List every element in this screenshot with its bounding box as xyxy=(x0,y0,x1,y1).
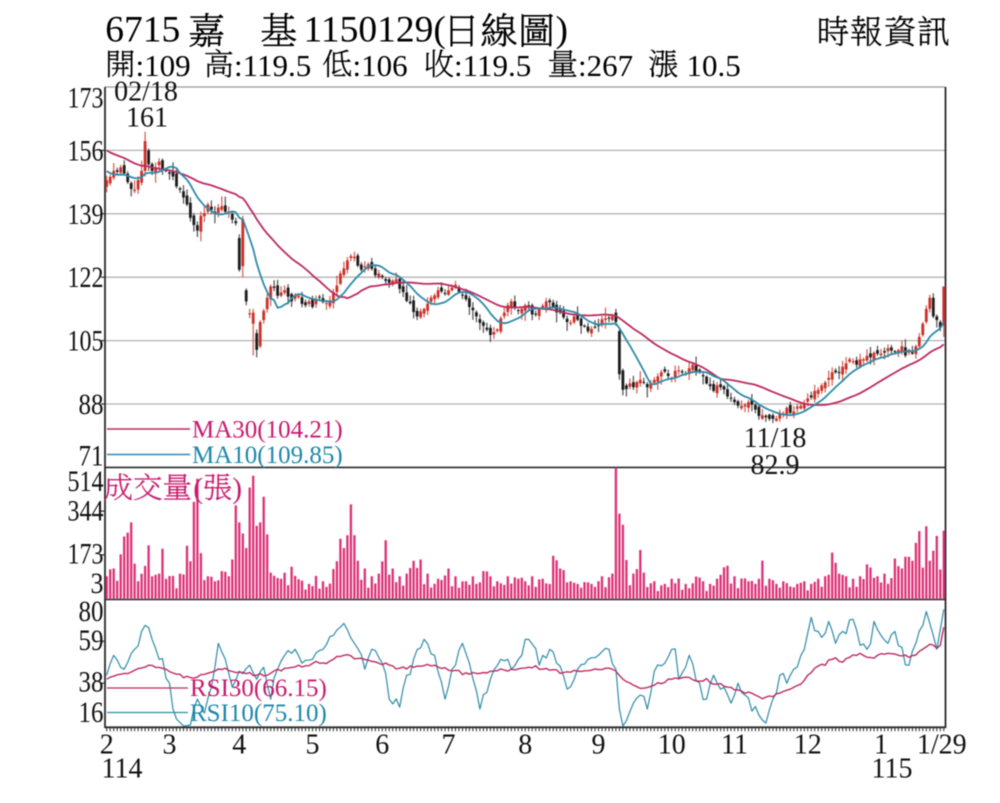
svg-text:5: 5 xyxy=(306,730,320,761)
svg-text:4: 4 xyxy=(232,730,246,761)
svg-text:105: 105 xyxy=(68,325,104,358)
svg-text:1: 1 xyxy=(874,730,888,761)
svg-text:RSI10(75.10): RSI10(75.10) xyxy=(190,700,327,727)
svg-text:59: 59 xyxy=(79,624,104,657)
svg-text:88: 88 xyxy=(79,388,104,421)
svg-text:3: 3 xyxy=(91,567,104,600)
svg-text:71: 71 xyxy=(79,440,104,473)
svg-text:10.5: 10.5 xyxy=(687,48,741,83)
svg-text:344: 344 xyxy=(68,495,104,528)
svg-text:7: 7 xyxy=(442,730,456,761)
svg-text:139: 139 xyxy=(68,198,104,231)
svg-text:MA30(104.21): MA30(104.21) xyxy=(192,417,343,444)
svg-text:RSI30(66.15): RSI30(66.15) xyxy=(190,675,327,702)
svg-text:122: 122 xyxy=(68,261,104,294)
svg-text:161: 161 xyxy=(126,103,168,134)
svg-text:02/18: 02/18 xyxy=(114,77,178,108)
svg-text::119.5: :119.5 xyxy=(454,48,531,83)
svg-text:10: 10 xyxy=(658,730,686,761)
svg-text::106: :106 xyxy=(353,48,408,83)
svg-text:173: 173 xyxy=(68,82,104,115)
svg-text:156: 156 xyxy=(68,134,104,167)
svg-text:3: 3 xyxy=(163,730,177,761)
svg-text::119.5: :119.5 xyxy=(234,48,311,83)
svg-text:8: 8 xyxy=(518,730,532,761)
svg-text:6715: 6715 xyxy=(105,10,180,51)
svg-text::109: :109 xyxy=(136,48,191,83)
svg-text:80: 80 xyxy=(79,595,104,628)
svg-text:11/18: 11/18 xyxy=(744,423,807,454)
svg-text:114: 114 xyxy=(102,754,143,785)
svg-text:2: 2 xyxy=(100,730,114,761)
svg-text:1150129(: 1150129( xyxy=(304,10,446,51)
svg-text:173: 173 xyxy=(68,538,104,571)
svg-text:): ) xyxy=(556,10,569,51)
svg-text:38: 38 xyxy=(79,666,104,699)
svg-text:82.9: 82.9 xyxy=(751,450,800,481)
svg-text:MA10(109.85): MA10(109.85) xyxy=(192,442,343,469)
svg-text:(: ( xyxy=(193,473,203,505)
svg-text:): ) xyxy=(232,473,242,505)
svg-text:9: 9 xyxy=(591,730,605,761)
svg-text:514: 514 xyxy=(68,465,104,498)
svg-text::267: :267 xyxy=(578,48,633,83)
svg-text:1/29: 1/29 xyxy=(917,730,967,761)
svg-text:115: 115 xyxy=(872,754,913,785)
svg-text:6: 6 xyxy=(375,730,389,761)
svg-text:12: 12 xyxy=(794,730,822,761)
svg-text:16: 16 xyxy=(79,696,104,729)
svg-text:11: 11 xyxy=(721,730,748,761)
